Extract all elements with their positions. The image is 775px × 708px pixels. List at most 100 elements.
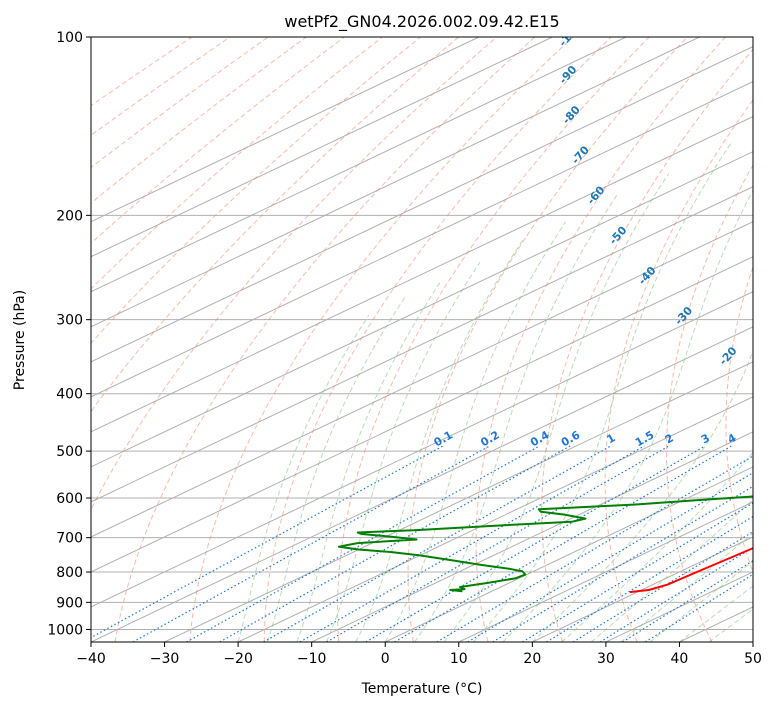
dry-adiabat-line <box>91 37 193 107</box>
dry-adiabat-line <box>189 37 574 642</box>
x-tick-label: 40 <box>671 651 689 667</box>
x-tick-label: −20 <box>223 651 253 667</box>
mixing-ratio-label: 3 <box>699 431 712 446</box>
mixing-ratio-line <box>365 445 706 642</box>
isotherm-line <box>91 37 627 293</box>
moist-adiabat-line <box>561 451 753 642</box>
mixing-ratio-line <box>132 445 491 642</box>
y-tick-label: 900 <box>56 595 83 611</box>
moist-adiabat-line <box>590 498 753 642</box>
mixing-ratio-line <box>492 485 753 642</box>
dry-adiabat-label: -90 <box>557 63 580 87</box>
mixing-ratio-line <box>91 445 444 639</box>
mixing-ratio-line <box>436 455 753 642</box>
plot-frame <box>90 36 754 643</box>
mixing-ratio-label: 2 <box>663 431 676 446</box>
isotherm-line <box>752 641 753 642</box>
isotherm-line <box>91 37 480 223</box>
mixing-ratio-line <box>186 445 540 642</box>
isotherm-line <box>91 37 553 258</box>
mixing-ratio-label: 0.1 <box>432 428 455 449</box>
dry-adiabat-line <box>604 99 753 642</box>
dry-adiabat-line <box>91 37 307 204</box>
mixing-ratio-line <box>467 472 753 642</box>
y-tick-label: 100 <box>56 30 83 46</box>
dry-adiabat-line <box>91 37 345 244</box>
isotherm-line <box>91 326 753 642</box>
moist-adiabat-line <box>502 189 753 642</box>
mixing-ratio-line <box>299 445 645 642</box>
y-tick-label: 500 <box>56 444 83 460</box>
y-tick-label: 200 <box>56 208 83 224</box>
mixing-ratio-line <box>326 445 670 642</box>
x-tick-label: 30 <box>597 651 615 667</box>
mixing-ratio-label: 6 <box>764 431 775 446</box>
mixing-ratio-label: 1.5 <box>633 428 656 449</box>
isotherm-line <box>385 466 753 642</box>
isotherm-line <box>91 116 753 433</box>
mixing-ratio-line <box>599 546 753 642</box>
mixing-ratio-line <box>219 445 571 642</box>
moist-adiabat-line <box>531 349 753 642</box>
isotherm-line <box>91 45 753 363</box>
x-tick-label: 0 <box>381 651 390 667</box>
moist-adiabat-line <box>414 195 618 642</box>
x-axis-label: Temperature (°C) <box>361 681 483 697</box>
mixing-ratio-line <box>394 445 733 642</box>
moist-adiabat-line <box>267 297 406 642</box>
x-axis-ticks: −40 −30 −20 −10 0 10 20 30 40 50 <box>76 642 762 667</box>
moist-adiabat-line <box>296 282 441 642</box>
dry-adiabat-line <box>91 37 383 290</box>
x-tick-label: 20 <box>523 651 541 667</box>
x-tick-label: −30 <box>150 651 180 667</box>
dry-adiabat-label: -40 <box>636 264 659 288</box>
dry-adiabat-line <box>91 37 459 413</box>
x-tick-label: 50 <box>744 651 762 667</box>
dry-adiabat-line <box>475 37 726 642</box>
y-tick-label: 600 <box>56 491 83 507</box>
dry-adiabat-line <box>91 37 231 136</box>
isotherm-line <box>311 431 753 642</box>
x-tick-label: 10 <box>450 651 468 667</box>
moist-adiabat-line <box>355 239 524 642</box>
mixing-ratio-line <box>546 515 753 642</box>
y-tick-label: 400 <box>56 387 83 403</box>
y-tick-label: 700 <box>56 531 83 547</box>
dry-adiabat-line <box>91 37 498 511</box>
y-axis-label: Pressure (hPa) <box>12 290 28 390</box>
dry-adiabat-line <box>263 37 612 642</box>
isotherm-line <box>91 221 753 538</box>
moist-adiabat-line <box>325 262 481 642</box>
moist-adiabat-line <box>473 141 733 642</box>
dry-adiabat-line <box>114 37 536 642</box>
y-tick-label: 800 <box>56 565 83 581</box>
isotherm-line <box>237 396 753 642</box>
mixing-ratio-label: 0.6 <box>559 428 583 449</box>
mixing-ratio-line <box>572 531 753 642</box>
isotherm-line <box>91 186 753 503</box>
isotherm-line <box>605 571 753 642</box>
moist-adiabat-line <box>443 173 670 642</box>
mixing-ratio-label: 0.2 <box>478 428 501 449</box>
dry-adiabat-label: -80 <box>560 103 583 127</box>
isotherm-line <box>91 256 753 573</box>
x-tick-label: −40 <box>76 651 106 667</box>
mixing-ratio-line <box>263 445 612 642</box>
isopleth-labels: 0.10.20.40.611.52346810131620253036-100-… <box>432 37 775 449</box>
moist-adiabat-line <box>708 608 753 642</box>
mixing-ratio-line <box>644 573 753 642</box>
dry-adiabat-line <box>666 164 753 642</box>
moist-adiabat-line <box>620 532 753 642</box>
y-tick-label: 1000 <box>47 622 83 638</box>
y-tick-label: 300 <box>56 313 83 329</box>
isotherm-line <box>91 37 700 328</box>
moist-adiabat-line <box>384 221 567 642</box>
dry-adiabat-label: -10 <box>770 384 775 408</box>
y-axis-ticks: 100 200 300 400 500 600 700 800 900 1000 <box>47 30 91 638</box>
dry-adiabat-label: -30 <box>672 304 695 328</box>
chart-title: wetPf2_GN04.2026.002.09.42.E15 <box>284 12 559 32</box>
background-lines <box>91 37 753 642</box>
moist-adiabat-line <box>237 315 370 642</box>
x-tick-label: −10 <box>297 651 327 667</box>
dry-adiabat-line <box>541 48 753 642</box>
